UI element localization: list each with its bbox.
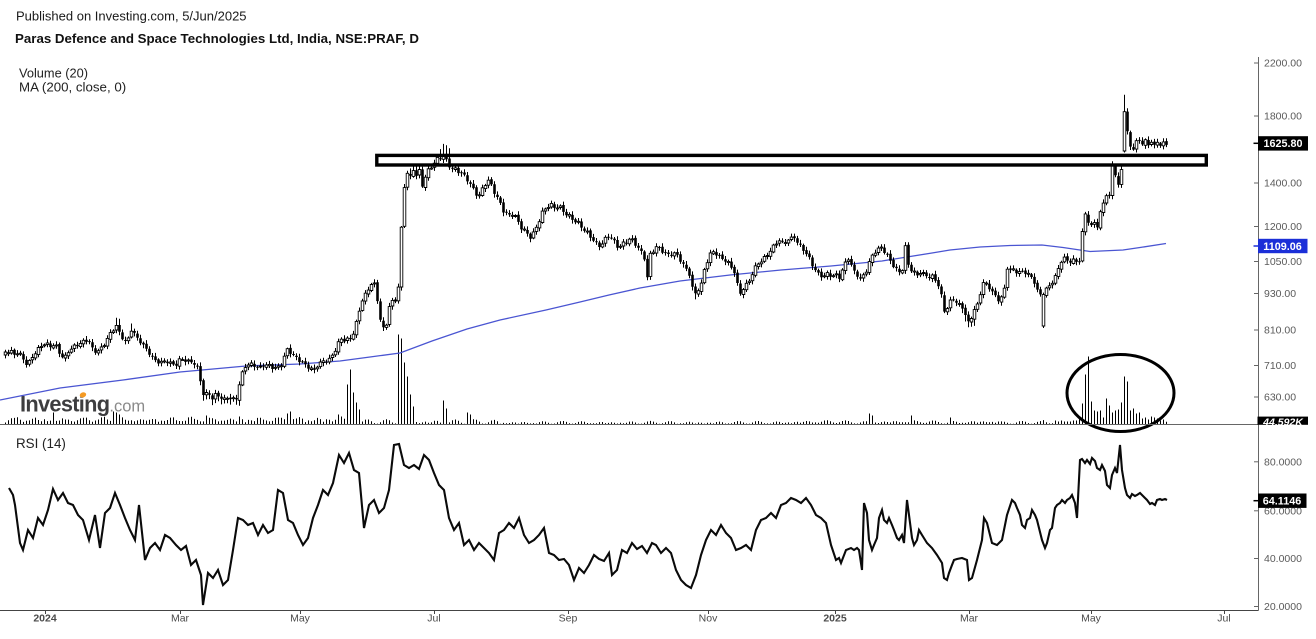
svg-text:810.00: 810.00 [1264, 325, 1296, 337]
svg-text:2200.00: 2200.00 [1264, 58, 1302, 70]
svg-text:Mar: Mar [960, 613, 979, 625]
svg-text:1400.00: 1400.00 [1264, 178, 1302, 190]
svg-text:630.00: 630.00 [1264, 392, 1296, 404]
svg-text:Mar: Mar [171, 613, 190, 625]
svg-text:Jul: Jul [427, 613, 440, 625]
svg-text:Published on Investing.com, 5/: Published on Investing.com, 5/Jun/2025 [16, 9, 247, 24]
svg-text:710.00: 710.00 [1264, 360, 1296, 372]
svg-text:64.1146: 64.1146 [1263, 496, 1301, 508]
svg-text:May: May [290, 613, 311, 625]
svg-text:Paras Defence and Space Techno: Paras Defence and Space Technologies Ltd… [15, 31, 419, 46]
svg-text:80.0000: 80.0000 [1264, 456, 1302, 468]
svg-text:May: May [1081, 613, 1102, 625]
svg-text:Nov: Nov [699, 613, 718, 625]
svg-text:44.592K: 44.592K [1262, 416, 1304, 428]
svg-text:1050.00: 1050.00 [1264, 256, 1302, 268]
svg-text:40.0000: 40.0000 [1264, 553, 1302, 565]
svg-text:1109.06: 1109.06 [1263, 241, 1301, 253]
svg-text:MA (200, close, 0): MA (200, close, 0) [19, 80, 126, 95]
svg-text:2024: 2024 [33, 613, 57, 625]
svg-text:20.0000: 20.0000 [1264, 601, 1302, 613]
svg-text:1800.00: 1800.00 [1264, 111, 1302, 123]
svg-text:RSI (14): RSI (14) [16, 436, 66, 451]
svg-text:1625.80: 1625.80 [1263, 138, 1302, 150]
svg-text:Volume (20): Volume (20) [19, 66, 88, 81]
svg-text:Jul: Jul [1217, 613, 1230, 625]
svg-text:930.00: 930.00 [1264, 288, 1296, 300]
svg-text:60.0000: 60.0000 [1264, 505, 1302, 517]
svg-text:1200.00: 1200.00 [1264, 221, 1302, 233]
svg-text:Sep: Sep [559, 613, 578, 625]
svg-text:2025: 2025 [823, 613, 847, 625]
